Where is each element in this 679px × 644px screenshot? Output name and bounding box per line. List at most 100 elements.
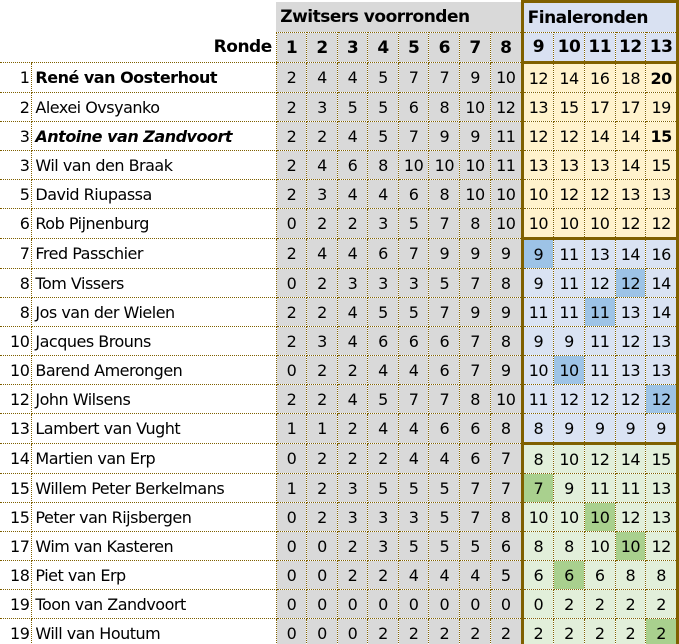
score-cell-round-9[interactable]: 2 (520, 618, 555, 644)
score-cell-round-11[interactable]: 10 (583, 208, 616, 240)
score-cell-round-5[interactable]: 4 (397, 413, 430, 444)
score-cell-round-4[interactable]: 2 (367, 618, 399, 644)
score-cell-round-13[interactable]: 12 (645, 531, 679, 561)
score-cell-round-11[interactable]: 10 (583, 531, 616, 561)
score-cell-round-6[interactable]: 10 (428, 150, 461, 180)
score-cell-round-5[interactable]: 5 (397, 208, 430, 239)
score-cell-round-5[interactable]: 7 (397, 384, 430, 414)
player-name-cell[interactable]: Barend Amerongen (31, 355, 277, 385)
score-cell-round-1[interactable]: 2 (275, 238, 308, 269)
score-cell-round-2[interactable]: 2 (306, 384, 338, 414)
player-name-cell[interactable]: Willem Peter Berkelmans (31, 473, 277, 503)
score-cell-round-1[interactable]: 2 (275, 179, 308, 209)
score-cell-round-3[interactable]: 2 (336, 443, 369, 474)
ronde-label[interactable]: Ronde (0, 32, 277, 63)
score-cell-round-9[interactable]: 10 (520, 208, 555, 240)
score-cell-round-5[interactable]: 6 (397, 326, 430, 356)
score-cell-round-2[interactable]: 3 (306, 326, 338, 356)
score-cell-round-5[interactable]: 10 (397, 150, 430, 180)
score-cell-round-12[interactable]: 2 (614, 589, 647, 619)
score-cell-round-7[interactable]: 6 (459, 443, 491, 474)
score-cell-round-6[interactable]: 4 (428, 560, 461, 590)
score-cell-round-1[interactable]: 0 (275, 268, 308, 298)
score-cell-round-11[interactable]: 11 (583, 297, 616, 327)
round-header-3[interactable]: 3 (336, 32, 369, 63)
score-cell-round-2[interactable]: 3 (306, 92, 338, 122)
score-cell-round-5[interactable]: 4 (397, 443, 430, 474)
rank-cell[interactable]: 8 (0, 297, 33, 327)
rank-cell[interactable]: 15 (0, 473, 33, 503)
score-cell-round-12[interactable]: 17 (614, 92, 647, 122)
rank-cell[interactable]: 19 (0, 618, 33, 644)
score-cell-round-2[interactable]: 3 (306, 179, 338, 209)
score-cell-round-6[interactable]: 9 (428, 238, 461, 269)
round-header-12[interactable]: 12 (614, 32, 647, 63)
score-cell-round-7[interactable]: 7 (459, 355, 491, 385)
score-cell-round-10[interactable]: 11 (553, 297, 585, 327)
score-cell-round-6[interactable]: 7 (428, 384, 461, 414)
player-name-cell[interactable]: Toon van Zandvoort (31, 589, 277, 619)
score-cell-round-7[interactable]: 4 (459, 560, 491, 590)
score-cell-round-1[interactable]: 1 (275, 413, 308, 444)
score-cell-round-4[interactable]: 8 (367, 150, 399, 180)
score-cell-round-9[interactable]: 10 (520, 502, 555, 532)
score-cell-round-9[interactable]: 12 (520, 61, 555, 93)
score-cell-round-5[interactable]: 4 (397, 355, 430, 385)
rank-cell[interactable]: 19 (0, 589, 33, 619)
score-cell-round-10[interactable]: 14 (553, 61, 585, 93)
score-cell-round-13[interactable]: 2 (645, 618, 679, 644)
player-name-cell[interactable]: David Riupassa (31, 179, 277, 209)
score-cell-round-3[interactable]: 5 (336, 92, 369, 122)
score-cell-round-10[interactable]: 9 (553, 473, 585, 503)
score-cell-round-6[interactable]: 5 (428, 268, 461, 298)
rank-cell[interactable]: 7 (0, 238, 33, 269)
round-header-13[interactable]: 13 (645, 32, 679, 63)
score-cell-round-12[interactable]: 11 (614, 473, 647, 503)
score-cell-round-13[interactable]: 13 (645, 502, 679, 532)
score-cell-round-10[interactable]: 8 (553, 531, 585, 561)
score-cell-round-2[interactable]: 0 (306, 531, 338, 561)
score-cell-round-6[interactable]: 8 (428, 179, 461, 209)
score-cell-round-8[interactable]: 10 (489, 384, 523, 414)
score-cell-round-3[interactable]: 4 (336, 179, 369, 209)
score-cell-round-10[interactable]: 12 (553, 179, 585, 209)
score-cell-round-1[interactable]: 2 (275, 62, 308, 93)
score-cell-round-11[interactable]: 12 (583, 268, 616, 298)
score-cell-round-6[interactable]: 7 (428, 62, 461, 93)
score-cell-round-9[interactable]: 7 (520, 473, 555, 503)
score-cell-round-9[interactable]: 12 (520, 121, 555, 151)
score-cell-round-7[interactable]: 7 (459, 268, 491, 298)
score-cell-round-1[interactable]: 2 (275, 326, 308, 356)
score-cell-round-1[interactable]: 2 (275, 297, 308, 327)
score-cell-round-10[interactable]: 13 (553, 150, 585, 180)
score-cell-round-4[interactable]: 5 (367, 92, 399, 122)
score-cell-round-8[interactable]: 8 (489, 326, 523, 356)
score-cell-round-6[interactable]: 2 (428, 618, 461, 644)
rank-cell[interactable]: 15 (0, 502, 33, 532)
score-cell-round-12[interactable]: 2 (614, 618, 647, 644)
score-cell-round-6[interactable]: 5 (428, 531, 461, 561)
rank-cell[interactable]: 18 (0, 560, 33, 590)
score-cell-round-3[interactable]: 2 (336, 413, 369, 444)
score-cell-round-2[interactable]: 4 (306, 238, 338, 269)
score-cell-round-7[interactable]: 9 (459, 238, 491, 269)
score-cell-round-2[interactable]: 2 (306, 268, 338, 298)
score-cell-round-12[interactable]: 14 (614, 121, 647, 151)
score-cell-round-10[interactable]: 10 (553, 442, 585, 474)
player-name-cell[interactable]: Jos van der Wielen (31, 297, 277, 327)
score-cell-round-7[interactable]: 6 (459, 413, 491, 444)
score-cell-round-4[interactable]: 3 (367, 268, 399, 298)
score-cell-round-3[interactable]: 3 (336, 473, 369, 503)
score-cell-round-13[interactable]: 8 (645, 560, 679, 590)
score-cell-round-11[interactable]: 9 (583, 413, 616, 445)
score-cell-round-9[interactable]: 13 (520, 92, 555, 122)
score-cell-round-1[interactable]: 0 (275, 531, 308, 561)
score-cell-round-2[interactable]: 0 (306, 589, 338, 619)
score-cell-round-1[interactable]: 0 (275, 355, 308, 385)
score-cell-round-7[interactable]: 7 (459, 502, 491, 532)
player-name-cell[interactable]: Peter van Rijsbergen (31, 502, 277, 532)
score-cell-round-3[interactable]: 4 (336, 62, 369, 93)
score-cell-round-13[interactable]: 16 (645, 237, 679, 269)
score-cell-round-8[interactable]: 8 (489, 413, 523, 444)
player-name-cell[interactable]: Jacques Brouns (31, 326, 277, 356)
